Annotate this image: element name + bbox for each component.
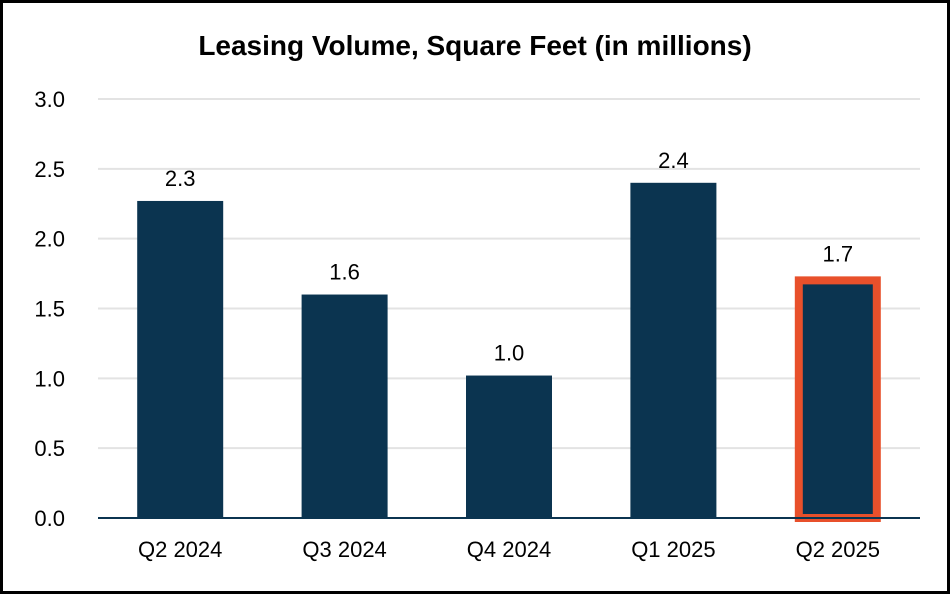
x-tick-label: Q2 2025 — [796, 537, 880, 562]
x-tick-label: Q2 2024 — [138, 537, 222, 562]
chart-title: Leasing Volume, Square Feet (in millions… — [198, 30, 751, 61]
y-tick-label: 1.0 — [34, 366, 65, 391]
x-tick-label: Q4 2024 — [467, 537, 551, 562]
bar-data-label: 2.3 — [165, 166, 196, 191]
y-tick-label: 0.0 — [34, 506, 65, 531]
bar-data-label: 1.6 — [329, 260, 360, 285]
bar — [466, 375, 552, 518]
x-tick-label: Q1 2025 — [631, 537, 715, 562]
y-tick-label: 0.5 — [34, 436, 65, 461]
bar-data-label: 1.0 — [494, 341, 525, 366]
bar-chart: Leasing Volume, Square Feet (in millions… — [34, 30, 920, 562]
y-tick-label: 1.5 — [34, 297, 65, 322]
bar-data-label: 1.7 — [823, 241, 854, 266]
gridlines — [98, 98, 920, 450]
x-axis: Q2 2024 Q3 2024 Q4 2024 Q1 2025 Q2 2025 — [98, 517, 920, 562]
y-axis: 0.0 0.5 1.0 1.5 2.0 2.5 3.0 — [34, 87, 65, 531]
data-labels: 2.3 1.6 1.0 2.4 1.7 — [165, 148, 853, 366]
y-tick-label: 2.0 — [34, 227, 65, 252]
bar — [301, 294, 388, 518]
bar — [630, 182, 717, 519]
y-tick-label: 3.0 — [34, 87, 65, 112]
bar — [137, 200, 224, 518]
bars — [137, 182, 881, 523]
bar-highlighted — [794, 276, 881, 523]
bar-data-label: 2.4 — [658, 148, 689, 173]
y-tick-label: 2.5 — [34, 157, 65, 182]
x-tick-label: Q3 2024 — [302, 537, 386, 562]
